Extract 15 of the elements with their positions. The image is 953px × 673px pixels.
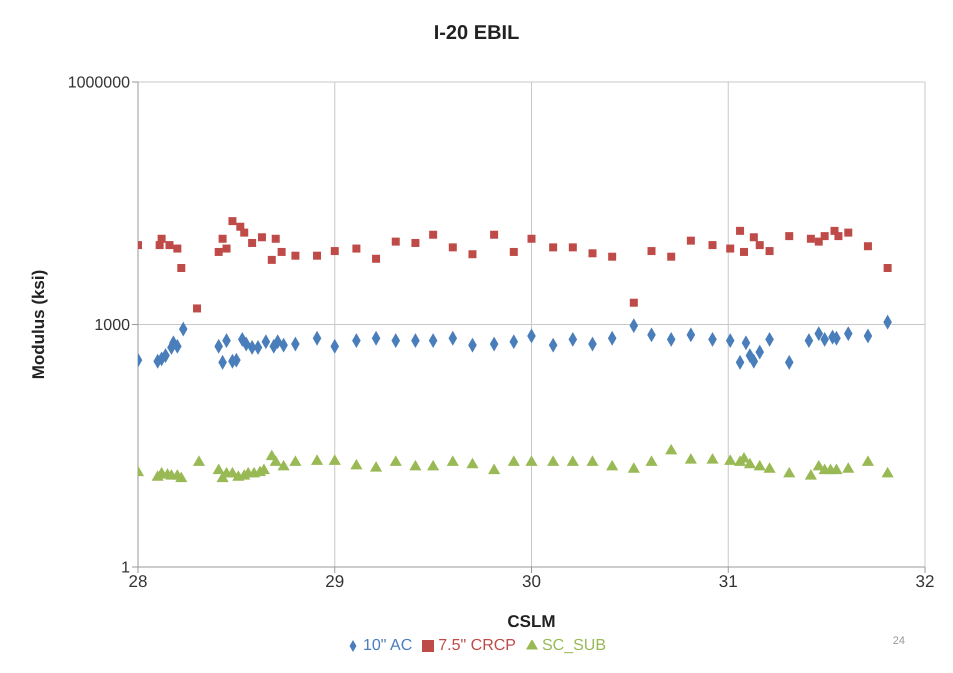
y-tick-label: 1000000 — [68, 74, 130, 92]
legend-label: SC_SUB — [542, 637, 606, 654]
y-tick-label: 1000 — [94, 317, 130, 334]
x-tick-label: 31 — [718, 572, 738, 592]
legend-label: 10" AC — [363, 637, 412, 654]
text: 24 — [892, 635, 905, 647]
legend-label: 7.5" CRCP — [438, 637, 516, 654]
x-tick-label: 32 — [916, 572, 934, 592]
x-axis-title: CSLM — [507, 612, 556, 631]
y-axis-title: Modulus (ksi) — [29, 270, 48, 380]
y-tick-label: 1 — [121, 560, 130, 577]
x-tick-label: 30 — [522, 572, 541, 592]
x-tick-label: 29 — [325, 572, 344, 592]
x-tick-label: 28 — [128, 572, 148, 592]
chart-title: I-20 EBIL — [432, 22, 520, 45]
